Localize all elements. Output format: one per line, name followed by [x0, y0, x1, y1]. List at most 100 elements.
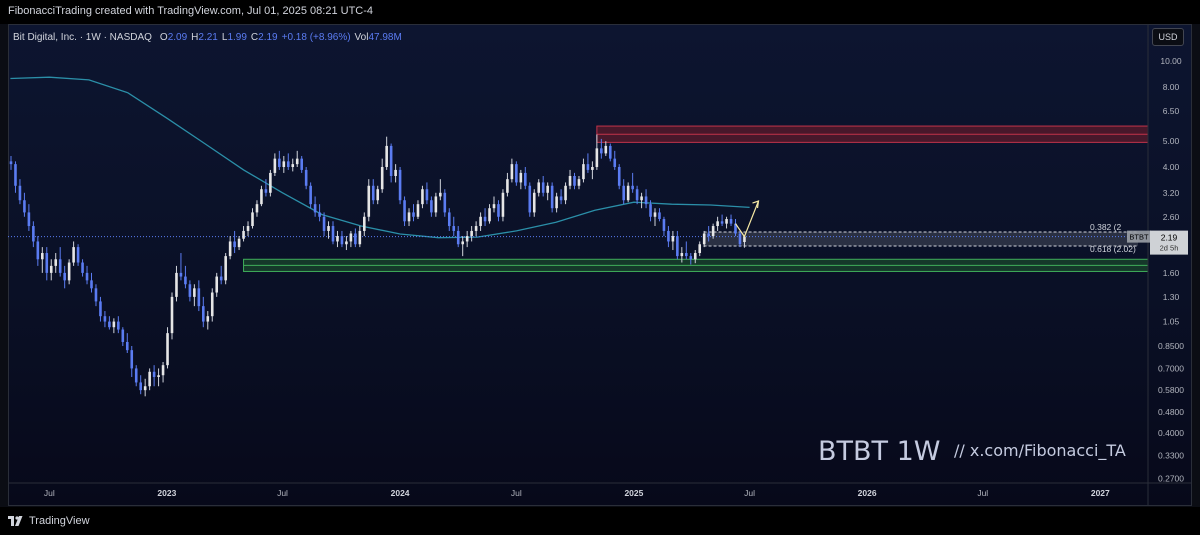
candle-body: [707, 233, 710, 237]
candle-body: [698, 244, 702, 254]
candle-body: [99, 301, 102, 317]
tradingview-logo[interactable]: TradingView: [8, 515, 90, 527]
candle-body: [403, 200, 406, 222]
candle-body: [613, 158, 617, 167]
candle-body: [671, 236, 675, 242]
candle-body: [139, 382, 142, 391]
currency-button[interactable]: USD: [1152, 28, 1184, 46]
candle-body: [45, 253, 49, 273]
candle-body: [595, 148, 599, 167]
candle-body: [202, 306, 205, 322]
candle-body: [604, 145, 608, 154]
candle-body: [430, 200, 433, 213]
candle-body: [251, 212, 254, 227]
x-tick-label: 2023: [157, 488, 176, 498]
candle-body: [193, 288, 196, 297]
high-value: 2.21: [198, 32, 218, 43]
candle-body: [237, 238, 241, 248]
candle-body: [506, 179, 509, 193]
candle-body: [228, 241, 232, 257]
y-tick-label: 1.60: [1163, 268, 1180, 278]
candle-body: [461, 241, 464, 245]
candle-body: [492, 204, 496, 209]
last-price-value: 2.19: [1161, 233, 1178, 243]
fib-label: 0.618 (2.02): [1090, 244, 1136, 254]
candle-body: [27, 212, 31, 227]
x-tick-label: 2027: [1091, 488, 1110, 498]
candle-body: [286, 161, 290, 167]
candle-body: [407, 212, 411, 222]
candle-body: [367, 185, 371, 217]
candle-body: [376, 189, 380, 201]
candle-body: [434, 196, 438, 213]
candle-body: [282, 161, 286, 167]
candle-body: [18, 185, 22, 201]
y-tick-label: 0.3300: [1158, 450, 1184, 460]
tradingview-brand: TradingView: [29, 515, 90, 527]
candle-body: [260, 189, 263, 205]
candle-body: [300, 158, 303, 170]
symbol-tag: [1127, 230, 1151, 243]
candle-body: [197, 288, 201, 307]
candle-body: [519, 172, 523, 183]
candle-body: [63, 272, 66, 281]
candle-body: [130, 350, 134, 369]
candle-body: [564, 185, 567, 201]
candle-body: [510, 164, 514, 180]
candle-body: [291, 164, 295, 167]
candle-body: [385, 145, 388, 167]
y-tick-label: 6.50: [1163, 106, 1180, 116]
candle-body: [349, 233, 353, 242]
candle-body: [497, 204, 500, 217]
candle-body: [179, 272, 183, 277]
candle-body: [479, 216, 482, 227]
open-label: O: [160, 32, 168, 43]
x-tick-label: Jul: [511, 488, 522, 498]
candle-body: [398, 169, 402, 201]
tradingview-icon: [8, 516, 23, 526]
candle-body: [309, 185, 312, 205]
candle-body: [170, 296, 174, 334]
candle-body: [725, 219, 728, 224]
x-tick-label: 2024: [391, 488, 410, 498]
candle-body: [327, 226, 330, 231]
x-tick-label: 2025: [624, 488, 643, 498]
candle-body: [313, 204, 317, 213]
candle-body: [720, 221, 724, 224]
candle-body: [134, 368, 138, 383]
y-tick-label: 0.4800: [1158, 407, 1184, 417]
candle-body: [729, 219, 733, 224]
candle-body: [121, 329, 125, 342]
candle-body: [14, 164, 17, 186]
candle-body: [108, 321, 111, 328]
candle-body: [72, 247, 75, 263]
candle-body: [49, 265, 53, 273]
candle-body: [58, 259, 62, 273]
countdown-value: 2d 5h: [1160, 244, 1179, 253]
candle-body: [215, 276, 219, 293]
candle-body: [269, 172, 272, 193]
y-tick-label: 1.30: [1163, 292, 1180, 302]
footer-bar: TradingView: [0, 507, 1200, 535]
candle-body: [743, 236, 746, 243]
candle-body: [184, 276, 187, 285]
candle-body: [363, 216, 366, 231]
candle-body: [689, 256, 693, 260]
candle-body: [255, 204, 259, 213]
attribution-text: // x.com/Fibonacci_TA: [954, 441, 1126, 461]
y-tick-label: 10.00: [1160, 56, 1182, 66]
candle-body: [631, 185, 634, 190]
candle-body: [273, 158, 277, 173]
x-tick-label: Jul: [277, 488, 288, 498]
candle-body: [452, 226, 456, 231]
candle-body: [304, 169, 308, 186]
candle-body: [9, 161, 13, 165]
candle-body: [336, 236, 339, 242]
candle-body: [537, 182, 541, 193]
price-chart[interactable]: 0.382 (2 0.618 (2.02) 10.00 8.00 6.50 5.00 4.…: [8, 24, 1192, 506]
candle-body: [340, 236, 344, 245]
projection-arrowhead: [752, 200, 760, 209]
y-tick-label: 0.7000: [1158, 363, 1184, 373]
legend-text: Bit Digital, Inc. · 1W · NASDAQ: [13, 32, 152, 43]
candle-body: [358, 230, 362, 245]
